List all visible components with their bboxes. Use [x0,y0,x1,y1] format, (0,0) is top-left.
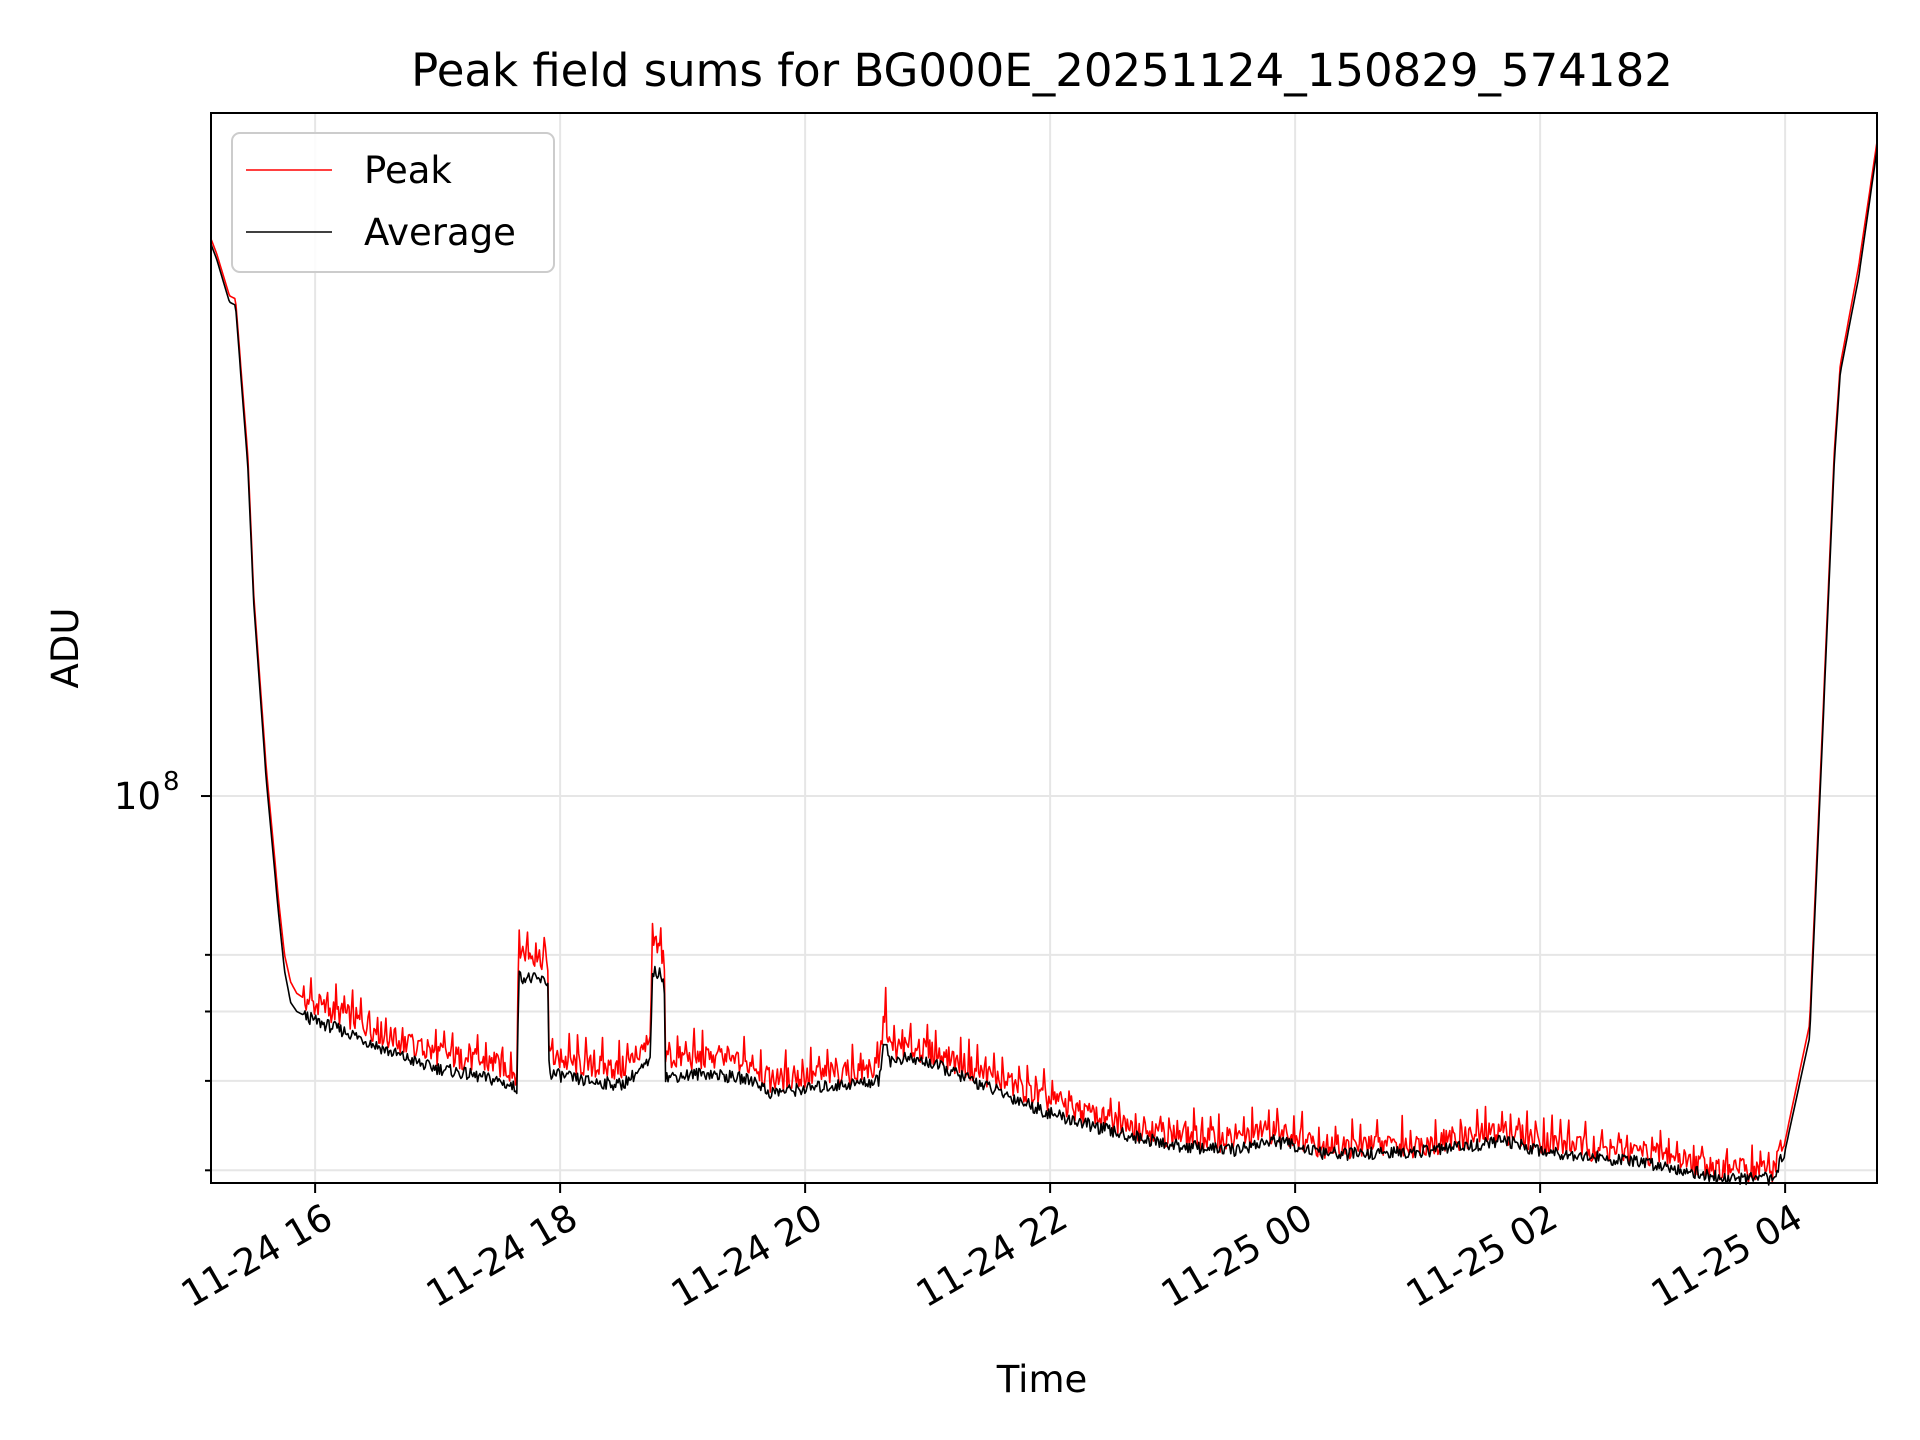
y-tick-label-base: 10 [114,775,161,818]
series-layer [210,141,1878,1186]
legend-label-peak: Peak [364,149,452,192]
y-axis-label: ADU [44,608,87,689]
grid-layer [211,113,1877,1183]
plot-frame [210,112,1878,1184]
series-line-average [210,149,1878,1186]
legend-label-average: Average [364,211,516,254]
x-axis-label: Time [996,1358,1088,1401]
y-tick-label-exponent: 8 [163,767,180,797]
chart-title: Peak field sums for BG000E_20251124_1508… [411,44,1673,97]
series-line-peak [210,141,1878,1183]
legend: Peak Average [231,132,555,273]
legend-box [231,132,555,273]
